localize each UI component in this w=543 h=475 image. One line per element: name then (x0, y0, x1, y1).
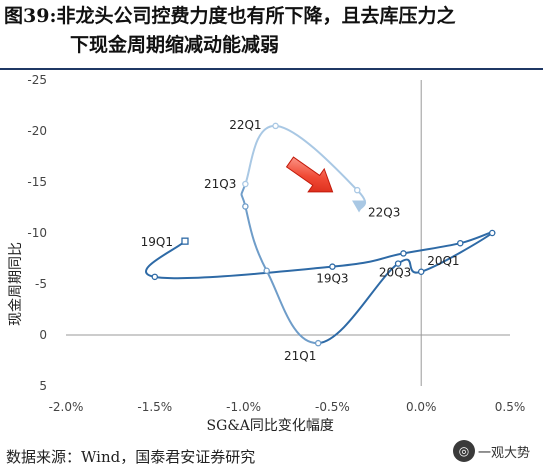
series-segment (318, 262, 399, 345)
x-axis-title: SG&A同比变化幅度 (207, 418, 334, 434)
data-point (488, 229, 496, 237)
x-tick-label: -2.0% (49, 400, 84, 414)
y-tick-label: -20 (27, 124, 47, 138)
y-tick-label: -10 (27, 226, 47, 240)
series-segment (240, 183, 247, 207)
x-tick-label: -0.5% (315, 400, 350, 414)
data-label-19q1: 19Q1 (141, 235, 173, 249)
chart-title-line2: 下现金周期缩减动能减弱 (70, 34, 280, 56)
trend-arrow-shape (285, 156, 334, 193)
series-segment (460, 230, 495, 245)
data-label-20q1: 20Q1 (427, 254, 459, 268)
data-point (417, 268, 425, 276)
y-tick-label: -15 (27, 175, 47, 189)
data-point (314, 339, 322, 347)
y-tick-label: 0 (39, 328, 47, 342)
watermark-text: 一观大势 (478, 445, 531, 461)
data-point (272, 122, 279, 130)
data-label-20q3: 20Q3 (379, 266, 411, 280)
series-segment (397, 258, 422, 274)
data-point (329, 263, 336, 270)
y-tick-label: -25 (27, 73, 47, 87)
series-end-arrowhead (352, 200, 367, 213)
wechat-icon: ◎ (453, 440, 475, 462)
data-point (263, 267, 270, 274)
data-label-19q3: 19Q3 (316, 272, 348, 286)
series-segment (275, 124, 358, 191)
data-point (242, 180, 249, 188)
x-tick-label: -1.5% (137, 400, 172, 414)
series-segment (244, 206, 268, 272)
trend-arrow (285, 156, 334, 193)
series-segment (420, 232, 493, 273)
source-note: 数据来源：Wind，国泰君安证券研究 (6, 448, 256, 466)
data-point (400, 250, 407, 257)
x-tick-label: 0.0% (406, 400, 437, 414)
data-point (354, 186, 361, 194)
chart-title-line1: 图39:非龙头公司控费力度也有所下降，且去库压力之 (4, 5, 456, 27)
data-label-22q3: 22Q3 (368, 206, 400, 220)
y-tick-label: -5 (35, 277, 47, 291)
series-segment (244, 124, 276, 185)
series-segment (403, 242, 461, 255)
data-label-22q1: 22Q1 (229, 118, 261, 132)
series-segment (154, 265, 333, 280)
x-tick-label: 0.5% (495, 400, 526, 414)
series-segment (332, 252, 404, 268)
data-point-start (181, 237, 189, 245)
data-point (151, 273, 159, 281)
x-tick-label: -1.0% (226, 400, 261, 414)
data-point (242, 203, 249, 210)
data-point (394, 260, 402, 267)
y-axis-title: 现金周期同比 (8, 242, 24, 326)
title-divider (0, 68, 543, 70)
watermark: ◎ 一观大势 (453, 440, 530, 462)
y-tick-label: 5 (39, 379, 47, 393)
series-segment (265, 270, 319, 345)
chart-title: 图39:非龙头公司控费力度也有所下降，且去库压力之 下现金周期缩减动能减弱 (4, 2, 539, 60)
data-label-21q3: 21Q3 (204, 177, 236, 191)
data-label-21q1: 21Q1 (284, 349, 316, 363)
data-point (457, 239, 464, 247)
